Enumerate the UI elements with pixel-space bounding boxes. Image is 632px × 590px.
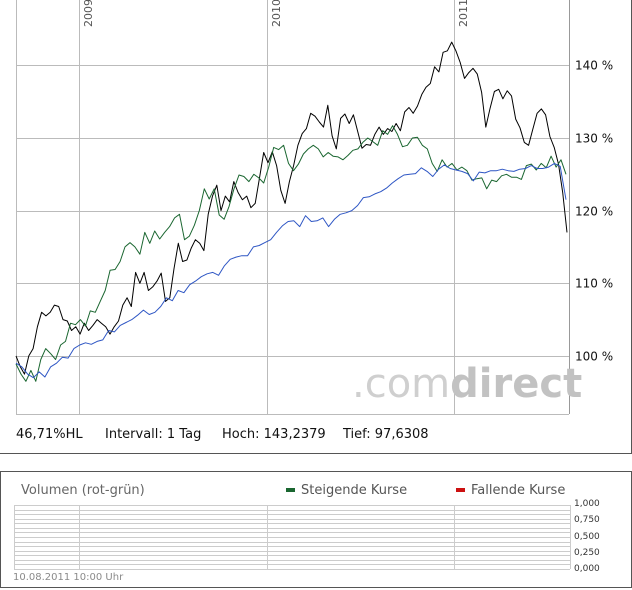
- performance-label: 46,71%HL: [16, 427, 83, 442]
- volume-chart: [14, 505, 571, 570]
- volume-tick: 0,750: [574, 515, 600, 525]
- price-chart: .comdirect 100 % 110 % 120 % 130 % 140 % 2009…: [15, 0, 613, 415]
- legend-rising-label: Steigende Kurse: [301, 483, 408, 498]
- volume-title: Volumen (rot-grün): [21, 483, 145, 498]
- x-year-label: 2009: [82, 0, 95, 27]
- x-year-label: 2011: [457, 0, 470, 27]
- volume-tick: 0,500: [574, 532, 600, 542]
- y-tick-label: 140 %: [575, 59, 613, 73]
- low-label: Tief: 97,6308: [343, 427, 429, 442]
- watermark-logo: .comdirect: [352, 361, 582, 407]
- series-line-1: [15, 125, 567, 382]
- y-tick-label: 110 %: [575, 277, 613, 291]
- high-label: Hoch: 143,2379: [222, 427, 326, 442]
- price-chart-panel: [0, 0, 632, 454]
- volume-tick: 1,000: [574, 499, 600, 509]
- y-tick-label: 100 %: [575, 350, 613, 364]
- timestamp: 10.08.2011 10:00 Uhr: [13, 572, 124, 583]
- volume-panel: [0, 471, 632, 588]
- legend-falling: Fallende Kurse: [456, 483, 565, 498]
- x-year-label: 2010: [270, 0, 283, 27]
- y-tick-label: 120 %: [575, 205, 613, 219]
- series-line-2: [15, 162, 567, 379]
- interval-label: Intervall: 1 Tag: [105, 427, 202, 442]
- legend-falling-label: Fallende Kurse: [471, 483, 566, 498]
- y-tick-label: 130 %: [575, 132, 613, 146]
- volume-tick: 0,250: [574, 548, 600, 558]
- series-line-0: [15, 41, 568, 375]
- falling-swatch: [456, 487, 465, 492]
- rising-swatch: [286, 487, 295, 492]
- watermark-part2: direct: [450, 361, 582, 407]
- watermark-part1: .com: [352, 361, 450, 407]
- volume-tick: 0,000: [574, 564, 600, 574]
- legend-rising: Steigende Kurse: [286, 483, 407, 498]
